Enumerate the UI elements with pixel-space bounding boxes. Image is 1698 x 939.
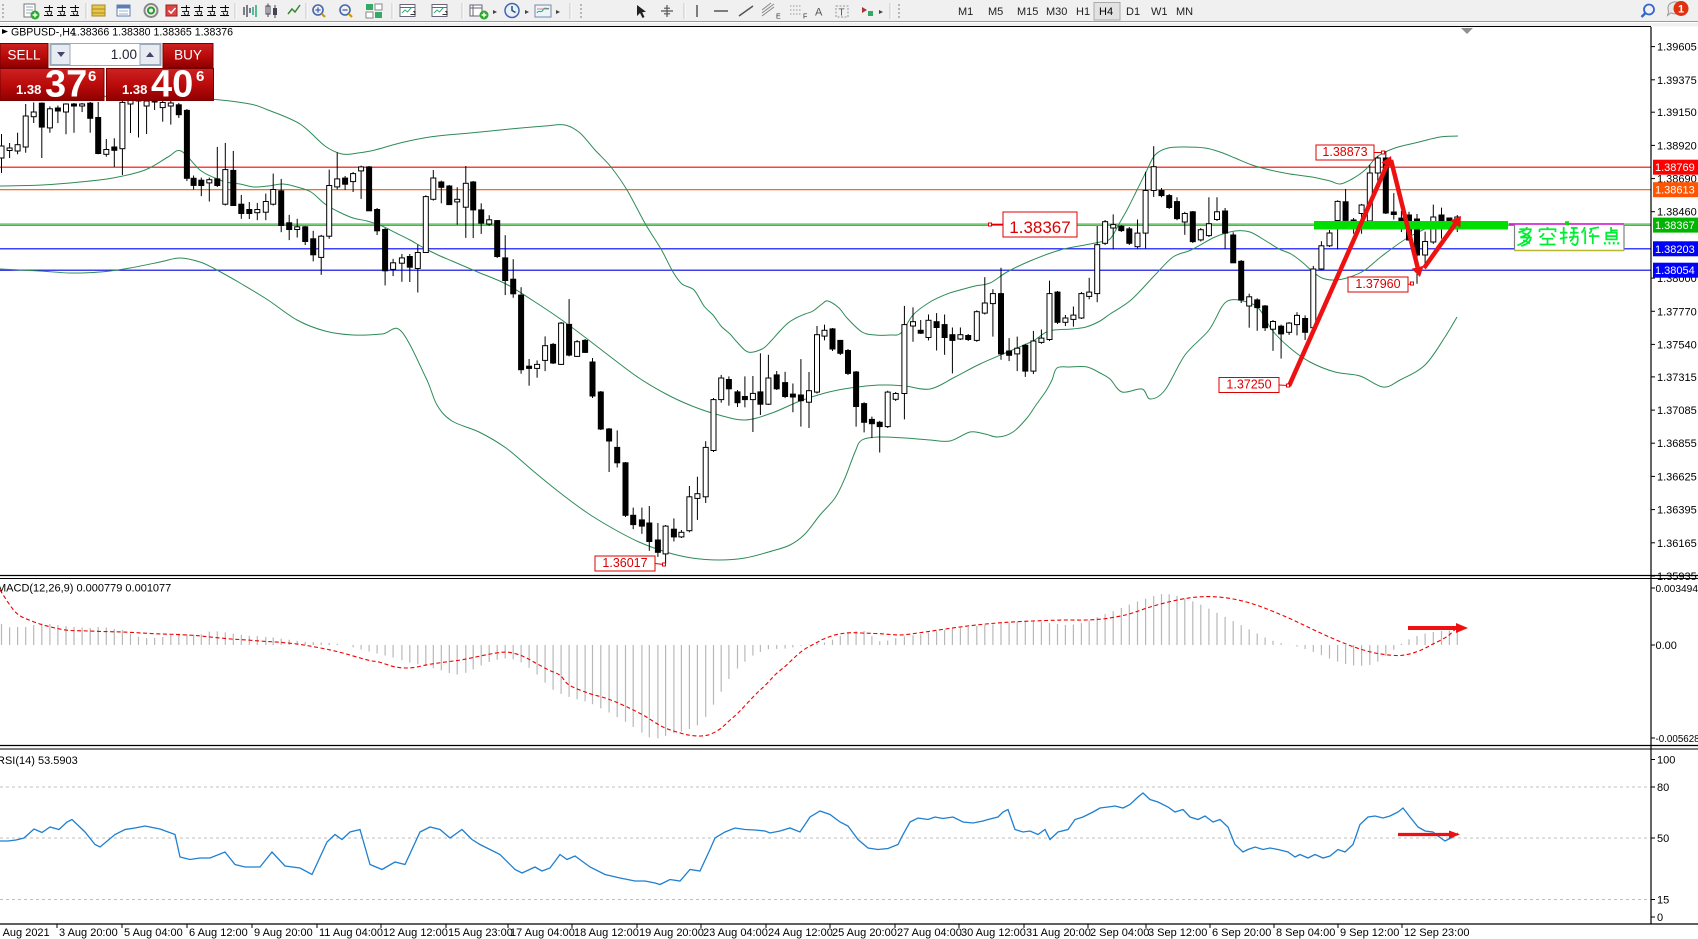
svg-text:1.39150: 1.39150 <box>1657 107 1697 119</box>
svg-text:BUY: BUY <box>174 48 202 63</box>
svg-text:T: T <box>839 8 845 19</box>
svg-text:40: 40 <box>151 64 193 106</box>
svg-text:1.37315: 1.37315 <box>1657 372 1697 384</box>
svg-text:23 Aug 04:00: 23 Aug 04:00 <box>703 927 768 939</box>
svg-text:1.38920: 1.38920 <box>1657 140 1697 152</box>
svg-text:-0.005628: -0.005628 <box>1656 734 1698 745</box>
svg-text:1.38769: 1.38769 <box>1655 162 1695 174</box>
svg-text:A: A <box>815 7 823 19</box>
svg-text:F: F <box>803 14 807 21</box>
svg-text:MN: MN <box>1176 6 1193 18</box>
svg-text:3 Sep 12:00: 3 Sep 12:00 <box>1148 927 1207 939</box>
svg-text:1.37960: 1.37960 <box>1355 277 1400 291</box>
svg-text:1.37540: 1.37540 <box>1657 339 1697 351</box>
svg-text:15: 15 <box>1657 895 1669 907</box>
svg-text:1.38366 1.38380 1.38365 1.3837: 1.38366 1.38380 1.38365 1.38376 <box>71 27 233 39</box>
svg-text:80: 80 <box>1657 782 1669 794</box>
svg-text:8 Sep 04:00: 8 Sep 04:00 <box>1276 927 1335 939</box>
svg-text:31 Aug 20:00: 31 Aug 20:00 <box>1026 927 1091 939</box>
svg-text:1: 1 <box>1678 4 1684 16</box>
svg-text:1.00: 1.00 <box>111 47 137 62</box>
svg-text:17 Aug 04:00: 17 Aug 04:00 <box>510 927 575 939</box>
svg-text:1.38873: 1.38873 <box>1322 145 1367 159</box>
svg-text:0.00: 0.00 <box>1656 640 1677 652</box>
svg-text:6 Aug 12:00: 6 Aug 12:00 <box>189 927 248 939</box>
svg-text:37: 37 <box>45 64 87 106</box>
svg-text:3 Aug 20:00: 3 Aug 20:00 <box>59 927 118 939</box>
svg-text:5 Aug 04:00: 5 Aug 04:00 <box>124 927 183 939</box>
svg-text:2 Aug 2021: 2 Aug 2021 <box>0 927 50 939</box>
svg-text:1.37085: 1.37085 <box>1657 405 1697 417</box>
svg-text:1.38613: 1.38613 <box>1655 185 1695 197</box>
svg-text:1.36017: 1.36017 <box>602 556 647 570</box>
svg-text:D1: D1 <box>1126 6 1140 18</box>
svg-text:SELL: SELL <box>7 48 41 63</box>
svg-text:100: 100 <box>1657 755 1675 767</box>
svg-text:1.39375: 1.39375 <box>1657 75 1697 87</box>
svg-text:E: E <box>776 14 781 21</box>
svg-text:H1: H1 <box>1076 6 1090 18</box>
svg-text:1.36855: 1.36855 <box>1657 438 1697 450</box>
svg-text:1.38: 1.38 <box>122 82 147 97</box>
svg-text:1.38203: 1.38203 <box>1655 244 1695 256</box>
svg-text:1.36165: 1.36165 <box>1657 538 1697 550</box>
svg-text:1.35935: 1.35935 <box>1657 571 1697 583</box>
svg-text:6 Sep 20:00: 6 Sep 20:00 <box>1212 927 1271 939</box>
svg-text:18 Aug 12:00: 18 Aug 12:00 <box>574 927 639 939</box>
svg-text:1.39605: 1.39605 <box>1657 42 1697 54</box>
svg-text:H4: H4 <box>1099 6 1113 18</box>
svg-text:2 Sep 04:00: 2 Sep 04:00 <box>1090 927 1149 939</box>
svg-text:27 Aug 04:00: 27 Aug 04:00 <box>897 927 962 939</box>
svg-text:MACD(12,26,9) 0.000779 0.00107: MACD(12,26,9) 0.000779 0.001077 <box>0 583 171 595</box>
svg-text:RSI(14) 53.5903: RSI(14) 53.5903 <box>0 755 78 767</box>
svg-text:6: 6 <box>88 68 96 85</box>
svg-text:1.36625: 1.36625 <box>1657 471 1697 483</box>
svg-text:9 Aug 20:00: 9 Aug 20:00 <box>254 927 313 939</box>
svg-text:50: 50 <box>1657 833 1669 845</box>
svg-text:25 Aug 20:00: 25 Aug 20:00 <box>832 927 897 939</box>
svg-text:1.38460: 1.38460 <box>1657 207 1697 219</box>
svg-text:12 Aug 12:00: 12 Aug 12:00 <box>383 927 448 939</box>
svg-text:M15: M15 <box>1017 6 1038 18</box>
svg-text:1.38054: 1.38054 <box>1655 265 1695 277</box>
svg-text:24 Aug 12:00: 24 Aug 12:00 <box>768 927 833 939</box>
svg-text:9 Sep 12:00: 9 Sep 12:00 <box>1340 927 1399 939</box>
svg-text:W1: W1 <box>1151 6 1168 18</box>
svg-text:1.38367: 1.38367 <box>1655 220 1695 232</box>
svg-text:0.003494: 0.003494 <box>1656 584 1698 595</box>
svg-text:1.36395: 1.36395 <box>1657 505 1697 517</box>
svg-text:11 Aug 04:00: 11 Aug 04:00 <box>319 927 383 939</box>
svg-text:0: 0 <box>1657 912 1663 924</box>
svg-text:12 Sep 23:00: 12 Sep 23:00 <box>1404 927 1469 939</box>
svg-text:M5: M5 <box>988 6 1003 18</box>
svg-text:M30: M30 <box>1046 6 1067 18</box>
svg-text:1.37250: 1.37250 <box>1226 378 1271 392</box>
svg-text:1.37770: 1.37770 <box>1657 306 1697 318</box>
svg-text:GBPUSD-,H4: GBPUSD-,H4 <box>11 27 76 39</box>
svg-text:30 Aug 12:00: 30 Aug 12:00 <box>961 927 1026 939</box>
svg-text:1.38: 1.38 <box>16 82 41 97</box>
svg-text:19 Aug 20:00: 19 Aug 20:00 <box>639 927 704 939</box>
svg-text:6: 6 <box>196 68 204 85</box>
svg-text:1.38367: 1.38367 <box>1009 218 1070 237</box>
svg-text:15 Aug 23:00: 15 Aug 23:00 <box>448 927 513 939</box>
svg-text:M1: M1 <box>958 6 973 18</box>
